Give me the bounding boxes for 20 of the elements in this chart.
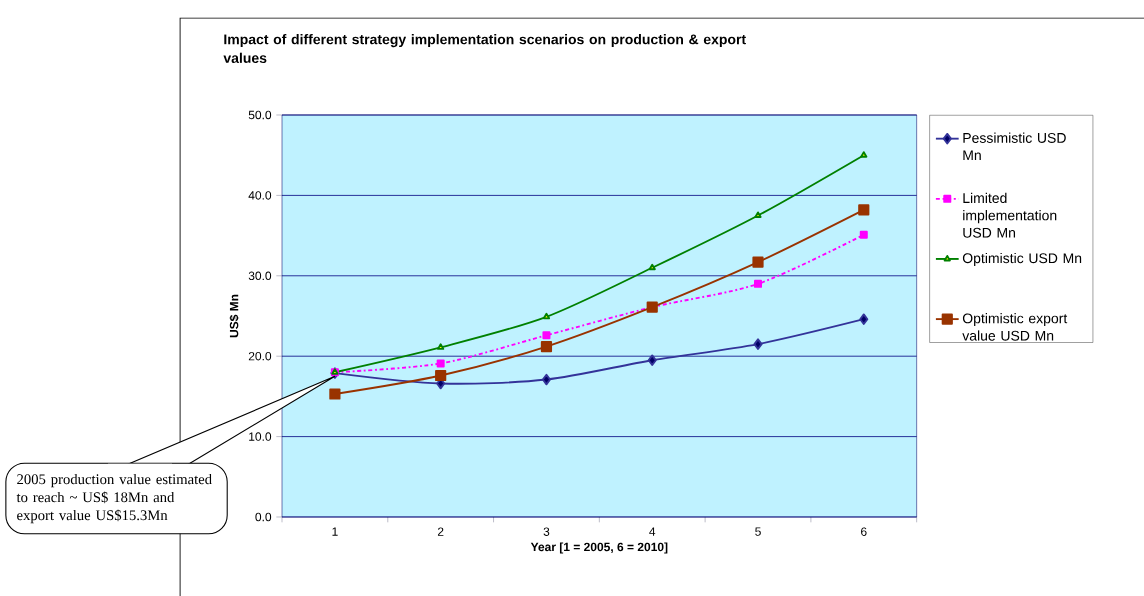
- y-tick-label: 10.0: [249, 432, 272, 441]
- y-tick-label: 40.0: [248, 191, 272, 200]
- x-tick-label: 5: [755, 527, 761, 536]
- y-axis-title: US$ Mn: [229, 294, 240, 338]
- x-tick-label: 4: [649, 527, 656, 536]
- y-tick-label: 50.0: [248, 110, 272, 120]
- legend-label: Pessimistic USD Mn: [963, 132, 1066, 161]
- x-tick-label: 6: [861, 527, 867, 536]
- annotation: 2005 production value estimated to reach ~ US$ 18Mn and export value US$15.3Mn: [16, 473, 212, 524]
- x-tick-label: 2: [437, 527, 444, 536]
- y-tick-label: 20.0: [248, 351, 272, 361]
- x-tick-label: 1: [332, 527, 338, 536]
- y-tick-label: 0.0: [255, 512, 272, 522]
- legend-label: Optimistic USD Mn: [962, 252, 1082, 266]
- chart-title: Impact of different strategy implementation scenarios on production & export values: [223, 34, 746, 63]
- legend-label: Limited implementation USD Mn: [963, 192, 1057, 238]
- legend-label: Optimistic export value USD Mn: [962, 313, 1068, 341]
- x-axis-title: Year [1 = 2005, 6 = 2010]: [530, 542, 668, 554]
- y-tick-label: 30.0: [248, 271, 272, 281]
- x-tick-label: 3: [543, 527, 550, 536]
